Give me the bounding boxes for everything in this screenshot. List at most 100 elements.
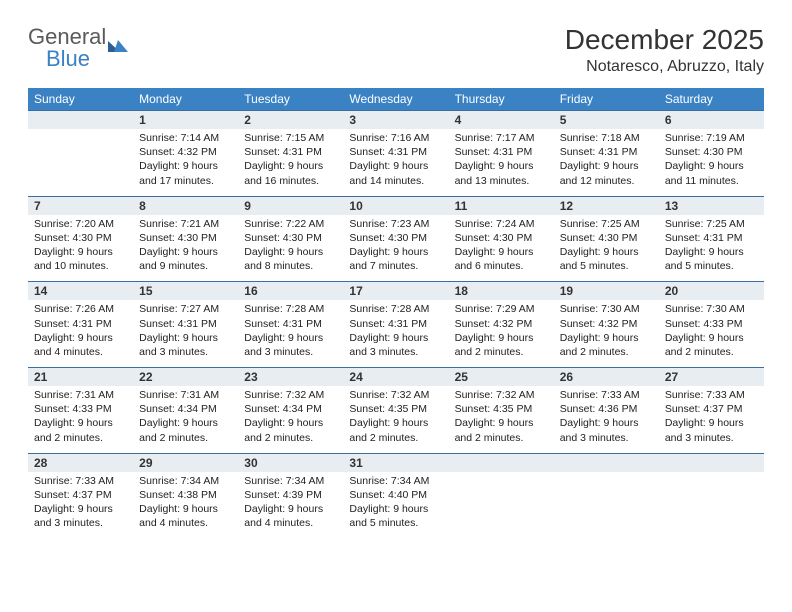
sunset-text: Sunset: 4:35 PM (455, 402, 548, 416)
day-info: Sunrise: 7:26 AMSunset: 4:31 PMDaylight:… (28, 300, 133, 367)
calendar-body: . 1Sunrise: 7:14 AMSunset: 4:32 PMDaylig… (28, 110, 764, 538)
day-number: . (28, 110, 133, 129)
day-number: 18 (449, 281, 554, 300)
logo: GeneralBlue (28, 24, 128, 72)
sunrise-text: Sunrise: 7:30 AM (665, 302, 758, 316)
sunset-text: Sunset: 4:31 PM (139, 317, 232, 331)
day-info: Sunrise: 7:34 AMSunset: 4:39 PMDaylight:… (238, 472, 343, 539)
calendar-cell: . (554, 453, 659, 539)
daylight-text: Daylight: 9 hours and 5 minutes. (560, 245, 653, 273)
sunrise-text: Sunrise: 7:28 AM (349, 302, 442, 316)
sunset-text: Sunset: 4:30 PM (244, 231, 337, 245)
calendar-cell: 19Sunrise: 7:30 AMSunset: 4:32 PMDayligh… (554, 281, 659, 367)
day-info (28, 129, 133, 196)
sunrise-text: Sunrise: 7:29 AM (455, 302, 548, 316)
calendar-cell: . (659, 453, 764, 539)
day-number: 6 (659, 110, 764, 129)
sunrise-text: Sunrise: 7:34 AM (349, 474, 442, 488)
sunset-text: Sunset: 4:37 PM (34, 488, 127, 502)
day-info: Sunrise: 7:28 AMSunset: 4:31 PMDaylight:… (238, 300, 343, 367)
calendar-cell: 1Sunrise: 7:14 AMSunset: 4:32 PMDaylight… (133, 110, 238, 196)
day-number: 1 (133, 110, 238, 129)
sunrise-text: Sunrise: 7:25 AM (560, 217, 653, 231)
daylight-text: Daylight: 9 hours and 4 minutes. (244, 502, 337, 530)
sunset-text: Sunset: 4:31 PM (560, 145, 653, 159)
daylight-text: Daylight: 9 hours and 5 minutes. (665, 245, 758, 273)
daylight-text: Daylight: 9 hours and 7 minutes. (349, 245, 442, 273)
sunset-text: Sunset: 4:34 PM (139, 402, 232, 416)
sunrise-text: Sunrise: 7:34 AM (139, 474, 232, 488)
daylight-text: Daylight: 9 hours and 4 minutes. (34, 331, 127, 359)
sunrise-text: Sunrise: 7:22 AM (244, 217, 337, 231)
calendar-cell: 9Sunrise: 7:22 AMSunset: 4:30 PMDaylight… (238, 196, 343, 282)
day-number: 16 (238, 281, 343, 300)
sunrise-text: Sunrise: 7:24 AM (455, 217, 548, 231)
weekday-header: Wednesday (343, 88, 448, 110)
calendar-cell: 21Sunrise: 7:31 AMSunset: 4:33 PMDayligh… (28, 367, 133, 453)
day-info: Sunrise: 7:31 AMSunset: 4:33 PMDaylight:… (28, 386, 133, 453)
day-number: 23 (238, 367, 343, 386)
daylight-text: Daylight: 9 hours and 3 minutes. (139, 331, 232, 359)
sunset-text: Sunset: 4:40 PM (349, 488, 442, 502)
day-info: Sunrise: 7:30 AMSunset: 4:32 PMDaylight:… (554, 300, 659, 367)
calendar-cell: 2Sunrise: 7:15 AMSunset: 4:31 PMDaylight… (238, 110, 343, 196)
daylight-text: Daylight: 9 hours and 14 minutes. (349, 159, 442, 187)
day-number: 14 (28, 281, 133, 300)
calendar-week-row: 21Sunrise: 7:31 AMSunset: 4:33 PMDayligh… (28, 367, 764, 453)
sunrise-text: Sunrise: 7:23 AM (349, 217, 442, 231)
day-info: Sunrise: 7:16 AMSunset: 4:31 PMDaylight:… (343, 129, 448, 196)
calendar-week-row: 14Sunrise: 7:26 AMSunset: 4:31 PMDayligh… (28, 281, 764, 367)
day-info: Sunrise: 7:23 AMSunset: 4:30 PMDaylight:… (343, 215, 448, 282)
day-number: 15 (133, 281, 238, 300)
sunrise-text: Sunrise: 7:15 AM (244, 131, 337, 145)
sunrise-text: Sunrise: 7:33 AM (560, 388, 653, 402)
page-header: GeneralBlue December 2025 Notaresco, Abr… (28, 24, 764, 76)
sunrise-text: Sunrise: 7:27 AM (139, 302, 232, 316)
daylight-text: Daylight: 9 hours and 2 minutes. (665, 331, 758, 359)
sunrise-text: Sunrise: 7:21 AM (139, 217, 232, 231)
calendar-week-row: 7Sunrise: 7:20 AMSunset: 4:30 PMDaylight… (28, 196, 764, 282)
calendar-week-row: 28Sunrise: 7:33 AMSunset: 4:37 PMDayligh… (28, 453, 764, 539)
daylight-text: Daylight: 9 hours and 2 minutes. (349, 416, 442, 444)
day-info: Sunrise: 7:18 AMSunset: 4:31 PMDaylight:… (554, 129, 659, 196)
day-info (449, 472, 554, 539)
day-number: 31 (343, 453, 448, 472)
day-info: Sunrise: 7:22 AMSunset: 4:30 PMDaylight:… (238, 215, 343, 282)
sunset-text: Sunset: 4:36 PM (560, 402, 653, 416)
calendar-cell: 6Sunrise: 7:19 AMSunset: 4:30 PMDaylight… (659, 110, 764, 196)
calendar-cell: 24Sunrise: 7:32 AMSunset: 4:35 PMDayligh… (343, 367, 448, 453)
sunset-text: Sunset: 4:31 PM (34, 317, 127, 331)
sunset-text: Sunset: 4:31 PM (244, 145, 337, 159)
daylight-text: Daylight: 9 hours and 3 minutes. (34, 502, 127, 530)
sunset-text: Sunset: 4:31 PM (244, 317, 337, 331)
daylight-text: Daylight: 9 hours and 2 minutes. (244, 416, 337, 444)
sunset-text: Sunset: 4:33 PM (665, 317, 758, 331)
sunrise-text: Sunrise: 7:31 AM (139, 388, 232, 402)
calendar-cell: 14Sunrise: 7:26 AMSunset: 4:31 PMDayligh… (28, 281, 133, 367)
day-number: . (659, 453, 764, 472)
calendar-cell: 11Sunrise: 7:24 AMSunset: 4:30 PMDayligh… (449, 196, 554, 282)
daylight-text: Daylight: 9 hours and 9 minutes. (139, 245, 232, 273)
day-info: Sunrise: 7:33 AMSunset: 4:36 PMDaylight:… (554, 386, 659, 453)
daylight-text: Daylight: 9 hours and 3 minutes. (560, 416, 653, 444)
calendar-cell: 4Sunrise: 7:17 AMSunset: 4:31 PMDaylight… (449, 110, 554, 196)
day-info: Sunrise: 7:30 AMSunset: 4:33 PMDaylight:… (659, 300, 764, 367)
day-number: 9 (238, 196, 343, 215)
day-info: Sunrise: 7:25 AMSunset: 4:31 PMDaylight:… (659, 215, 764, 282)
daylight-text: Daylight: 9 hours and 6 minutes. (455, 245, 548, 273)
day-number: 2 (238, 110, 343, 129)
calendar-cell: 12Sunrise: 7:25 AMSunset: 4:30 PMDayligh… (554, 196, 659, 282)
daylight-text: Daylight: 9 hours and 17 minutes. (139, 159, 232, 187)
day-number: 20 (659, 281, 764, 300)
daylight-text: Daylight: 9 hours and 2 minutes. (34, 416, 127, 444)
calendar-cell: . (449, 453, 554, 539)
day-info (659, 472, 764, 539)
daylight-text: Daylight: 9 hours and 3 minutes. (244, 331, 337, 359)
calendar-cell: 15 Sunrise: 7:27 AMSunset: 4:31 PMDayligh… (133, 281, 238, 367)
day-info: Sunrise: 7:34 AMSunset: 4:40 PMDaylight:… (343, 472, 448, 539)
day-info: Sunrise: 7:17 AMSunset: 4:31 PMDaylight:… (449, 129, 554, 196)
sunrise-text: Sunrise: 7:32 AM (244, 388, 337, 402)
sunset-text: Sunset: 4:35 PM (349, 402, 442, 416)
day-number: 27 (659, 367, 764, 386)
daylight-text: Daylight: 9 hours and 3 minutes. (665, 416, 758, 444)
